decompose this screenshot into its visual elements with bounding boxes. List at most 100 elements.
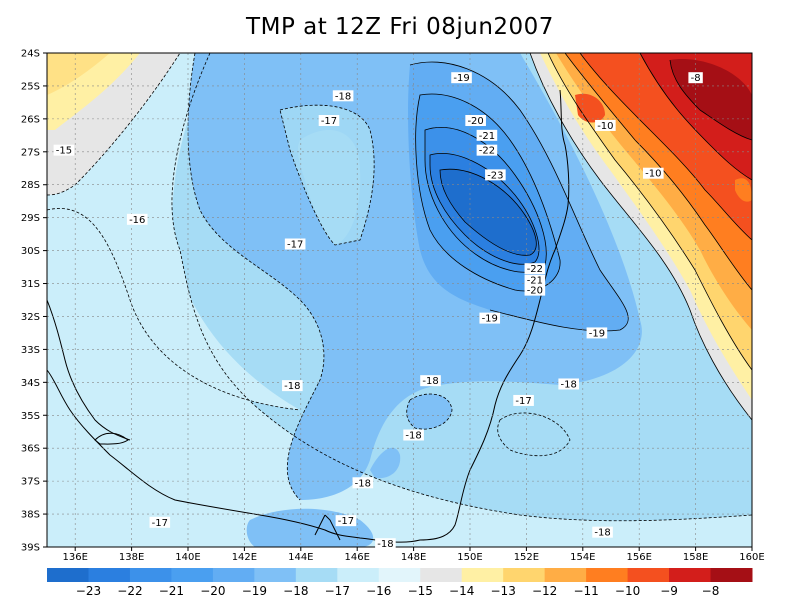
contour-label-text: -10 [597,121,613,132]
contour-label-bg [126,213,148,225]
contour-label: -20 [465,115,486,127]
colorbar-swatch [544,568,587,582]
contour-line-minus23 [439,168,537,256]
contour-label-bg [524,263,546,275]
colorbar-swatch [586,568,629,582]
contour-label-bg [53,144,75,156]
contour-line-minus17-south [171,53,752,522]
contour-label-bg [403,429,424,441]
latitude-tick-label: 34S [21,378,40,389]
longitude-tick-label: 142E [232,552,257,563]
contour-label-layer: -19-18-17-15-20-21-22-23-16-17-22-21-20-… [53,72,703,550]
latitude-tick-label: 39S [21,543,40,554]
colorbar-swatch [378,568,421,582]
colorbar-swatch [212,568,255,582]
contour-label-text: -21 [527,276,543,287]
contour-label-text: -20 [527,286,543,297]
fill-blob-minus11 [735,178,752,202]
colorbar-swatch [254,568,297,582]
contour-label-bg [451,72,472,84]
colorbar-swatch [710,568,753,582]
contour-label-text: -18 [405,431,421,442]
contour-label-bg [513,394,534,406]
contour-label-text: -17 [287,240,303,251]
contour-label-text: -21 [479,131,495,142]
map-title: TMP at 12Z Fri 08jun2007 [246,14,554,40]
contour-line-minus19 [409,61,629,332]
longitude-tick-label: 158E [683,552,708,563]
longitude-tick-label: 160E [739,552,764,563]
contour-label: -21 [524,274,546,287]
coastline-bay [314,514,341,541]
contour-label-text: -18 [561,379,577,390]
longitude-tick-label: 148E [401,552,426,563]
colorbar-swatch [47,568,89,582]
colorbar-swatch [295,568,338,582]
contour-label-bg [558,378,579,390]
longitude-tick-label: 146E [344,552,369,563]
contour-label-bg [375,538,396,550]
contour-label-bg [476,144,498,156]
contour-label: -21 [476,129,498,142]
contour-label-text: -19 [482,314,498,325]
contour-label-bg [284,238,306,250]
contour-label-bg [149,516,171,528]
contour-line-layer [409,53,752,421]
contour-label: -19 [451,72,472,84]
contour-line-minus22 [429,153,540,265]
contour-label: -17 [335,515,357,527]
fill-hole-minus17b [280,105,375,246]
contour-label: -15 [53,144,75,157]
latitude-tick-label: 35S [21,411,40,422]
latitude-tick-label: 30S [21,246,40,257]
contour-label-bg [524,274,546,286]
contour-label: -16 [126,213,148,226]
contour-label-text: -18 [335,91,351,102]
contour-line-minus8-east [669,59,752,141]
contour-label-text: -19 [453,73,469,84]
fill-band-minus13 [47,53,110,95]
coastline-layer [47,89,570,543]
longitude-tick-label: 136E [62,552,87,563]
contour-label: -22 [476,144,498,157]
contour-label: -17 [284,238,306,251]
graticule [47,52,753,548]
colorbar-label: −21 [159,584,184,598]
map-frame [46,52,753,548]
colorbar-label: −14 [449,584,474,598]
latitude-tick-label: 29S [21,213,40,224]
contour-label-text: -18 [355,478,371,489]
contour-label: -18 [403,429,424,442]
colorbar-label: −15 [408,584,433,598]
contour-label-text: -22 [479,146,495,157]
contour-label: -18 [375,538,396,550]
contour-line-minus18-patch [406,393,453,430]
colorbar-label: −12 [532,584,557,598]
contour-label-bg [479,312,501,324]
contour-label-text: -22 [527,264,543,275]
contour-label: -18 [558,378,579,390]
contour-label: -10 [595,119,616,132]
colorbar-swatch [461,568,504,582]
contour-line-minus15-east [529,53,752,421]
contour-label-text: -8 [691,73,701,84]
longitude-tick-label: 152E [514,552,539,563]
colorbar: −23 −22 −21 −20 −19 −18 −17 −16 −15 −14 −13 −12 −11 −… [47,568,753,598]
contour-label-bg [688,72,703,84]
colorbar-label: −13 [491,584,516,598]
colorbar-swatch [88,568,131,582]
contour-label-text: -18 [594,528,610,539]
colorbar-label: −22 [117,584,142,598]
contour-label-bg [465,115,486,127]
contour-label-bg [318,115,340,127]
coastline-gulf [47,299,131,441]
contour-line-minus9-east [639,53,752,181]
contour-label-text: -18 [422,376,438,387]
fill-band-minus23 [440,169,537,256]
contour-label-bg [352,477,374,489]
latitude-tick-label: 28S [21,180,40,191]
contour-label: -18 [352,477,374,489]
contour-line-minus15-west [47,53,181,196]
longitude-tick-label: 140E [175,552,200,563]
